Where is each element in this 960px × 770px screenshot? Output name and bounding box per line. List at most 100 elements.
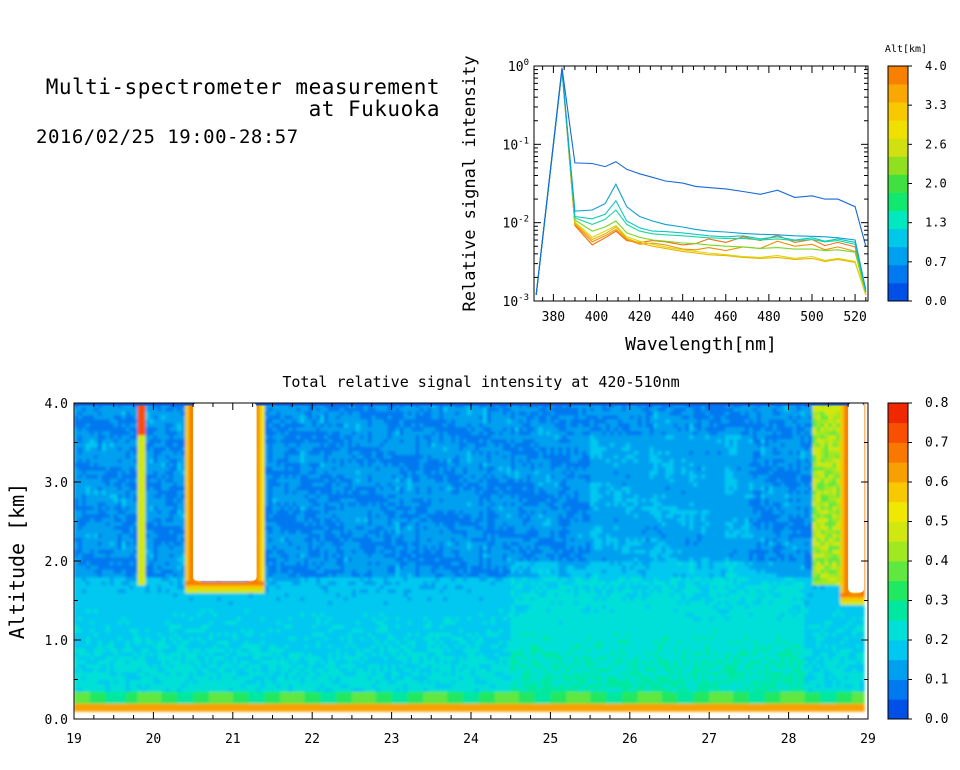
heatmap-cell <box>232 707 238 712</box>
heatmap-cell <box>125 632 131 637</box>
heatmap-cell <box>137 478 143 483</box>
heatmap-cell <box>85 707 91 712</box>
heatmap-cell <box>268 509 274 515</box>
heatmap-cell <box>312 418 317 424</box>
heatmap-cell <box>272 608 278 613</box>
heatmap-cell <box>113 624 119 629</box>
heatmap-cell <box>129 537 135 542</box>
heatmap-cell <box>97 572 103 578</box>
heatmap-cell <box>145 659 151 665</box>
heatmap-cell <box>105 529 111 534</box>
heatmap-cell <box>308 434 313 440</box>
heatmap-cell <box>272 414 278 420</box>
heatmap-cell <box>173 624 178 629</box>
heatmap-cell <box>256 655 262 661</box>
heatmap-cell <box>125 703 131 708</box>
heatmap-cell <box>252 580 258 586</box>
heatmap-cell <box>169 489 174 495</box>
heatmap-cell <box>169 561 174 566</box>
heatmap-cell <box>232 683 238 688</box>
heatmap-cell <box>125 438 131 444</box>
heatmap-cell <box>244 663 250 669</box>
heatmap-cell <box>312 643 317 649</box>
heatmap-cell <box>109 636 115 641</box>
heatmap-cell <box>74 557 79 562</box>
heatmap-cell <box>268 640 274 645</box>
heatmap-cell <box>264 430 270 436</box>
heatmap-cell <box>121 493 127 499</box>
heatmap-cell <box>117 683 123 688</box>
heatmap-cell <box>153 482 158 487</box>
heatmap-cell <box>145 703 151 708</box>
heatmap-cell <box>109 699 115 704</box>
heatmap-cell <box>264 691 270 696</box>
heatmap-cell <box>97 675 103 681</box>
heatmap-cell <box>189 580 194 586</box>
heatmap-cell <box>292 418 297 424</box>
heatmap-cell <box>308 454 313 459</box>
heatmap-cell <box>280 687 286 692</box>
heatmap-cell <box>228 596 234 602</box>
heatmap-cell <box>181 470 186 475</box>
heatmap-cell <box>74 596 79 602</box>
heatmap-cell <box>201 687 206 692</box>
heatmap-cell <box>256 616 262 621</box>
heatmap-cell <box>97 580 103 586</box>
heatmap-cell <box>117 584 123 590</box>
heatmap-cell <box>161 509 166 515</box>
heatmap-cell <box>145 406 151 412</box>
heatmap-cell <box>117 549 123 554</box>
heatmap-cell <box>141 478 147 483</box>
heatmap-cell <box>133 695 139 700</box>
heatmap-cell <box>173 584 178 590</box>
heatmap-cell <box>74 426 79 432</box>
heatmap-cell <box>300 537 305 542</box>
heatmap-cell <box>173 525 178 530</box>
heatmap-cell <box>284 493 289 499</box>
heatmap-cell <box>296 628 301 633</box>
heatmap-cell <box>93 434 99 440</box>
heatmap-cell <box>304 426 309 432</box>
heatmap-cell <box>113 553 119 558</box>
heatmap-cell <box>169 620 174 625</box>
heatmap-cell <box>145 466 151 471</box>
heatmap-cell <box>153 470 158 475</box>
heatmap-cell <box>208 699 214 704</box>
heatmap-cell <box>292 608 297 613</box>
heatmap-cell <box>296 430 301 436</box>
heatmap-cell <box>224 632 230 637</box>
heatmap-cell <box>244 604 250 609</box>
heatmap-cell <box>85 655 91 661</box>
heatmap-cell <box>125 691 131 696</box>
heatmap-cell <box>185 584 190 590</box>
heatmap-cell <box>264 478 270 483</box>
heatmap-cell <box>105 474 111 479</box>
heatmap-cell <box>244 596 250 602</box>
heatmap-cell <box>292 679 297 685</box>
heatmap-cell <box>280 568 286 574</box>
heatmap-cell <box>236 647 242 653</box>
heatmap-cell <box>129 671 135 677</box>
heatmap-cell <box>216 683 222 688</box>
heatmap-cell <box>113 545 119 550</box>
heatmap-cell <box>201 632 206 637</box>
heatmap-cell <box>316 624 321 629</box>
heatmap-cell <box>93 537 99 542</box>
heatmap-cell <box>129 612 135 617</box>
heatmap-cell <box>201 679 206 685</box>
heatmap-cell <box>308 450 313 455</box>
heatmap-cell <box>141 474 147 479</box>
heatmap-cell <box>308 517 313 523</box>
heatmap-cell <box>97 478 103 483</box>
heatmap-cell <box>169 675 174 681</box>
heatmap-cell <box>149 478 154 483</box>
heatmap-cell <box>288 442 293 448</box>
heatmap-cell <box>93 636 99 641</box>
heatmap-cell <box>252 616 258 621</box>
heatmap-cell <box>224 620 230 625</box>
heatmap-cell <box>149 414 154 420</box>
heatmap-cell <box>89 442 95 448</box>
heatmap-cell <box>268 707 274 712</box>
heatmap-cell <box>220 695 226 700</box>
heatmap-cell <box>77 683 83 688</box>
